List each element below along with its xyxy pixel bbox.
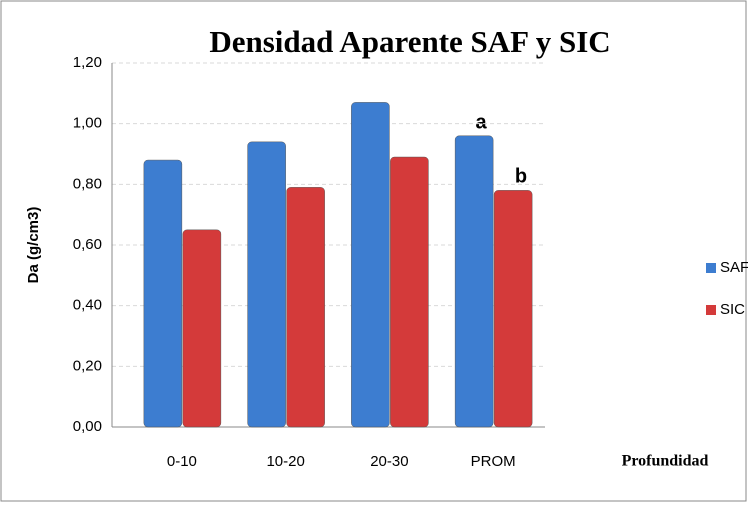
annotation: b <box>515 165 527 187</box>
bar <box>454 135 494 428</box>
bar <box>390 156 429 428</box>
bar <box>351 102 390 428</box>
bar <box>286 187 325 428</box>
chart-title: Densidad Aparente SAF y SIC <box>209 24 610 59</box>
y-tick-label: 0,40 <box>73 297 102 314</box>
bar <box>182 229 222 428</box>
x-tick-label: PROM <box>471 453 516 470</box>
bar <box>247 141 286 428</box>
legend-label: SAF <box>720 259 748 276</box>
legend-label: SIC <box>720 301 745 318</box>
legend-swatch <box>706 305 716 315</box>
bar <box>493 190 533 428</box>
x-axis-label: Profundidad <box>622 453 709 470</box>
bar <box>143 159 183 428</box>
y-axis-label: Da (g/cm3) <box>25 207 42 284</box>
y-tick-label: 0,80 <box>73 175 102 192</box>
x-tick-label: 0-10 <box>167 453 197 470</box>
x-tick-label: 20-30 <box>370 453 408 470</box>
legend-swatch <box>706 263 716 273</box>
y-tick-label: 0,00 <box>73 418 102 435</box>
x-tick-label: 10-20 <box>266 453 304 470</box>
y-tick-label: 0,60 <box>73 236 102 253</box>
y-tick-label: 1,00 <box>73 115 102 132</box>
y-tick-label: 0,20 <box>73 357 102 374</box>
annotation: a <box>475 111 487 133</box>
y-tick-label: 1,20 <box>73 54 102 71</box>
